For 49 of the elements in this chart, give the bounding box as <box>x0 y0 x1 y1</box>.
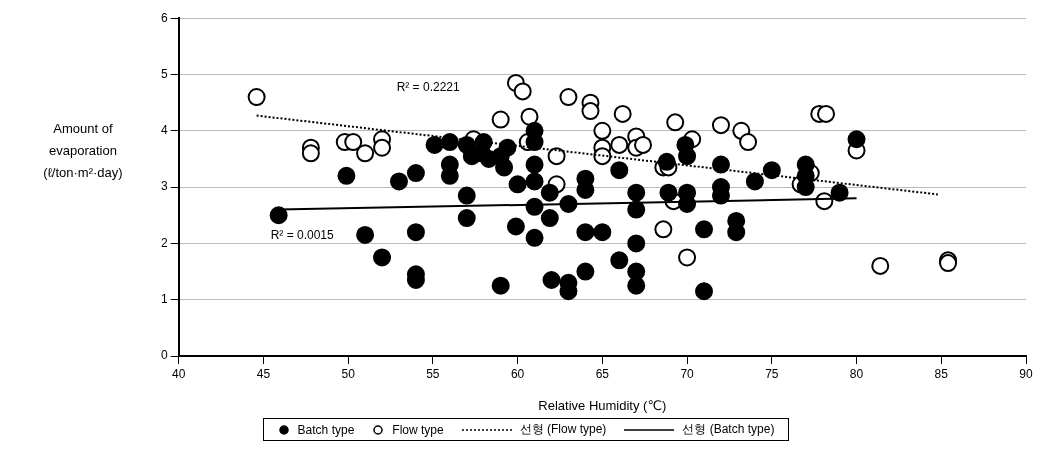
point <box>513 82 532 101</box>
point <box>593 121 612 140</box>
point <box>547 147 566 166</box>
point <box>247 88 266 107</box>
y-axis-title: Amount of evaporation (ℓ/ton·m²·day) <box>42 120 124 182</box>
x-tick-label: 60 <box>510 366 525 381</box>
point <box>344 133 363 152</box>
point <box>301 144 320 163</box>
point <box>610 135 629 154</box>
y-tick-label: 0 <box>160 348 168 363</box>
x-tick-label: 70 <box>680 366 695 381</box>
legend-label: Flow type <box>392 422 444 437</box>
y-tick-label: 1 <box>160 292 168 307</box>
legend-label: Batch type <box>297 422 355 437</box>
annotation: R² = 0.0015 <box>270 227 335 242</box>
x-tick-label: 50 <box>341 366 356 381</box>
legend-label: 선형 (Batch type) <box>682 421 775 438</box>
point <box>654 220 673 239</box>
x-tick-label: 55 <box>426 366 440 381</box>
x-tick-label: 80 <box>849 366 864 381</box>
point <box>678 248 697 267</box>
y-tick-label: 5 <box>160 66 168 81</box>
point <box>666 113 685 132</box>
point <box>634 135 653 154</box>
y-tick-label: 6 <box>160 10 168 25</box>
x-tick-label: 85 <box>934 366 949 381</box>
point <box>593 147 612 166</box>
y-tick-label: 2 <box>160 235 168 250</box>
x-tick-label: 65 <box>595 366 610 381</box>
legend-label: 선형 (Flow type) <box>519 421 607 438</box>
point <box>356 144 375 163</box>
point <box>491 110 510 129</box>
point <box>520 107 539 126</box>
x-axis-title: Relative Humidity (℃) <box>538 397 667 413</box>
point <box>817 104 836 123</box>
annotation: R² = 0.2221 <box>396 79 460 94</box>
point <box>581 102 600 121</box>
point <box>739 133 758 152</box>
point <box>373 138 392 157</box>
x-tick-label: 40 <box>171 366 186 381</box>
x-tick-label: 90 <box>1019 366 1033 381</box>
point <box>559 88 578 107</box>
point <box>871 256 890 275</box>
x-tick-label: 75 <box>765 366 779 381</box>
point <box>613 104 632 123</box>
x-tick-label: 45 <box>256 366 271 381</box>
y-tick-label: 3 <box>160 179 168 194</box>
y-tick-label: 4 <box>160 123 168 138</box>
point <box>711 116 730 135</box>
